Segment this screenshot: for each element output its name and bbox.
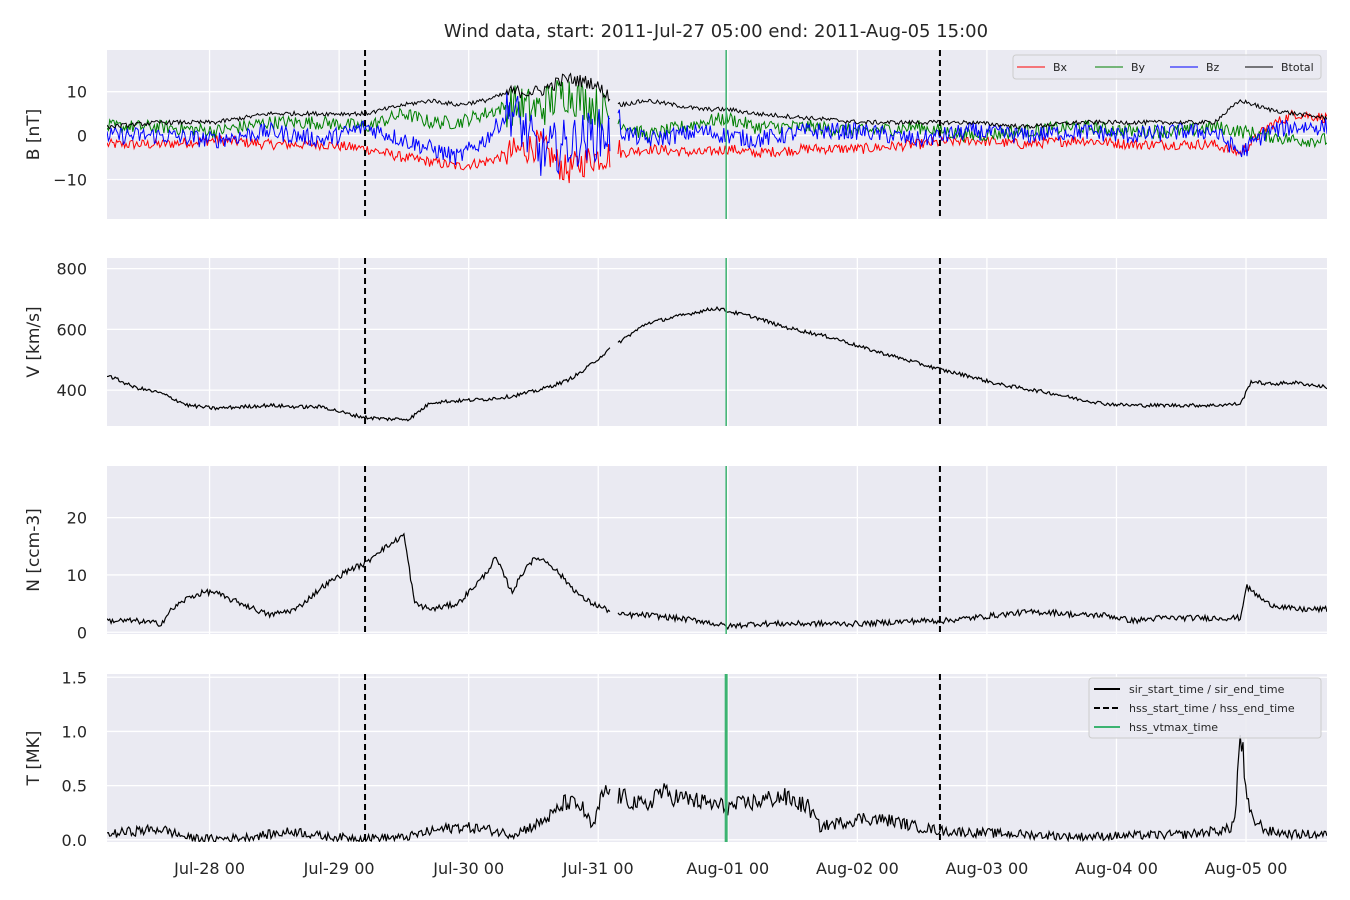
y-tick-label: 0 <box>77 127 87 146</box>
x-tick-label: Aug-01 00 <box>686 859 769 878</box>
x-tick-label: Jul-30 00 <box>432 859 504 878</box>
legend-label: Bx <box>1053 61 1068 74</box>
y-tick-label: 0.5 <box>62 777 87 796</box>
panel-2: 800 600 400 V [km/s] <box>24 258 1327 426</box>
x-tick-label: Jul-28 00 <box>173 859 245 878</box>
x-tick-label: Jul-31 00 <box>562 859 634 878</box>
y-tick-label: 20 <box>67 509 87 528</box>
series-line-n <box>107 532 1327 631</box>
figure-title: Wind data, start: 2011-Jul-27 05:00 end:… <box>444 21 988 42</box>
y-tick-label: 0 <box>77 623 87 642</box>
panel-4: 1.5 1.0 0.5 0.0 T [MK] Jul-28 00 Jul-29 00 Jul-… <box>24 668 1327 878</box>
panel-3: 20 10 0 N [ccm-3] <box>24 466 1327 642</box>
b-field-legend: Bx By Bz Btotal <box>1012 54 1322 80</box>
legend-label: Bz <box>1206 61 1220 74</box>
panels-group: 10 0 −10 B [nT] Bx By Bz Btotal 800 600 400 V [km/s… <box>24 50 1327 878</box>
series-group <box>107 532 1327 631</box>
y-tick-label: 1.0 <box>62 722 87 741</box>
event-legend: sir_start_time / sir_end_time hss_start_t… <box>1088 677 1322 739</box>
legend-box <box>1012 54 1322 80</box>
y-axis-label: T [MK] <box>24 731 44 787</box>
y-axis-label: N [ccm-3] <box>24 508 44 592</box>
series-line-t <box>107 734 1327 842</box>
panel-background <box>107 258 1327 426</box>
y-tick-label: 400 <box>56 381 87 400</box>
series-group <box>107 305 1327 422</box>
x-tick-label: Aug-03 00 <box>945 859 1028 878</box>
y-tick-label: −10 <box>53 170 87 189</box>
legend-label: sir_start_time / sir_end_time <box>1129 683 1285 696</box>
series-line-bx <box>107 109 1327 184</box>
series-group <box>107 72 1327 184</box>
x-tick-label: Aug-05 00 <box>1205 859 1288 878</box>
x-tick-label: Aug-02 00 <box>816 859 899 878</box>
y-tick-label: 600 <box>56 320 87 339</box>
y-tick-label: 800 <box>56 260 87 279</box>
series-group <box>107 734 1327 842</box>
legend-label: By <box>1131 61 1146 74</box>
y-tick-label: 1.5 <box>62 668 87 687</box>
x-tick-label: Aug-04 00 <box>1075 859 1158 878</box>
legend-label: Btotal <box>1281 61 1314 74</box>
y-tick-label: 10 <box>67 83 87 102</box>
legend-label: hss_vtmax_time <box>1129 721 1218 734</box>
x-tick-label: Jul-29 00 <box>303 859 375 878</box>
y-tick-label: 10 <box>67 566 87 585</box>
series-line-by <box>107 80 1327 149</box>
y-axis-label: V [km/s] <box>24 306 44 377</box>
legend-label: hss_start_time / hss_end_time <box>1129 702 1295 715</box>
series-line-bz <box>107 91 1327 176</box>
panel-background <box>107 466 1327 634</box>
y-axis-label: B [nT] <box>24 109 44 161</box>
legend-box <box>1088 677 1322 739</box>
y-tick-label: 0.0 <box>62 831 87 850</box>
series-line-v <box>107 305 1327 422</box>
series-line-btotal <box>107 72 1327 130</box>
panel-1: 10 0 −10 B [nT] Bx By Bz Btotal <box>24 50 1327 219</box>
